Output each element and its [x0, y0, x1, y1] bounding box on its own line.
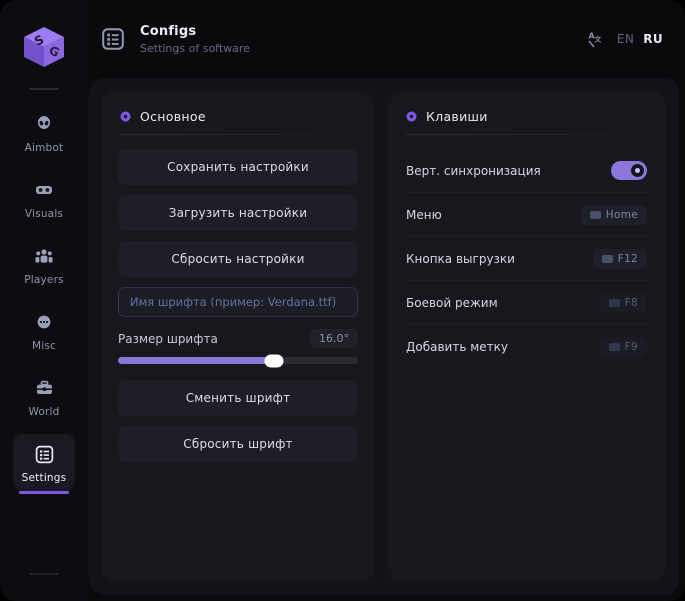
list-card-icon	[33, 443, 55, 465]
alien-icon	[33, 113, 55, 135]
people-icon	[33, 245, 55, 267]
lang-option-ru[interactable]: RU	[643, 32, 663, 46]
page-titles: Configs Settings of software	[140, 24, 250, 55]
key-value: F9	[624, 341, 638, 353]
sidebar-top-divider	[29, 88, 59, 90]
gear-icon	[120, 111, 131, 122]
add-marker-key-badge[interactable]: F9	[599, 337, 647, 357]
general-card-rule	[120, 134, 356, 135]
row-vsync: Верт. синхронизация	[404, 149, 649, 193]
page-header-icon	[98, 24, 128, 54]
menu-key-badge[interactable]: Home	[580, 204, 647, 225]
chat-dots-icon	[33, 311, 55, 333]
keys-card: Клавиши Верт. синхронизация Меню Home	[388, 92, 665, 581]
sidebar-item-misc[interactable]: Misc	[13, 302, 75, 359]
row-label: Боевой режим	[406, 295, 498, 310]
unload-key-badge[interactable]: F12	[592, 248, 647, 269]
briefcase-icon	[33, 377, 55, 399]
svg-text:文: 文	[595, 34, 603, 43]
row-label: Верт. синхронизация	[406, 163, 541, 178]
general-card: Основное Сохранить настройки Загрузить н…	[102, 92, 374, 581]
language-switcher: A 文 EN RU	[588, 29, 663, 49]
font-size-label: Размер шрифта	[118, 331, 218, 346]
font-size-slider-knob[interactable]	[264, 354, 284, 367]
lang-option-en[interactable]: EN	[616, 32, 635, 46]
key-value: Home	[605, 208, 638, 221]
content-panel: Основное Сохранить настройки Загрузить н…	[88, 78, 679, 595]
sidebar-item-world[interactable]: World	[13, 368, 75, 425]
sidebar-item-label: World	[28, 406, 60, 418]
sidebar-item-settings[interactable]: Settings	[13, 434, 75, 494]
main-area: Configs Settings of software A 文 EN RU	[88, 0, 685, 601]
general-card-header: Основное	[118, 106, 358, 134]
sidebar-item-aimbot[interactable]: Aimbot	[13, 104, 75, 161]
keys-card-rule	[406, 134, 647, 135]
keyboard-icon	[608, 298, 620, 307]
translate-icon[interactable]: A 文	[588, 29, 608, 49]
sidebar: S G Aimbot Visu	[0, 0, 88, 601]
sg-cube-logo-icon: S G	[24, 27, 64, 67]
sidebar-item-label: Aimbot	[24, 142, 64, 154]
key-value: F12	[617, 252, 638, 265]
keyboard-icon	[589, 210, 601, 219]
keys-card-title: Клавиши	[426, 109, 488, 124]
reset-settings-button[interactable]: Сбросить настройки	[118, 241, 358, 277]
svg-text:A: A	[589, 31, 596, 40]
row-label: Меню	[406, 207, 442, 222]
keyboard-icon	[608, 343, 620, 351]
page-title: Configs	[140, 23, 197, 39]
sidebar-item-label: Misc	[31, 340, 57, 352]
vsync-toggle[interactable]	[611, 161, 647, 180]
general-card-title: Основное	[140, 109, 206, 124]
change-font-button[interactable]: Сменить шрифт	[118, 380, 358, 416]
sidebar-item-players[interactable]: Players	[13, 236, 75, 293]
font-size-row: Размер шрифта 16.0°	[118, 329, 358, 348]
save-settings-button[interactable]: Сохранить настройки	[118, 149, 358, 185]
font-size-slider-fill	[118, 357, 274, 364]
font-size-slider[interactable]	[118, 354, 358, 367]
gear-icon	[406, 111, 417, 122]
sg-cube-logo[interactable]: S G	[15, 18, 73, 76]
keys-card-header: Клавиши	[404, 106, 649, 134]
row-combat-mode-key: Боевой режим F8	[404, 281, 649, 325]
sidebar-item-label: Settings	[21, 472, 67, 484]
key-value: F8	[624, 296, 638, 309]
font-name-input[interactable]	[118, 287, 358, 317]
font-size-value: 16.0°	[310, 329, 358, 348]
topbar: Configs Settings of software A 文 EN RU	[88, 0, 685, 78]
combat-mode-key-badge[interactable]: F8	[599, 292, 647, 313]
load-settings-button[interactable]: Загрузить настройки	[118, 195, 358, 231]
page-subtitle: Settings of software	[140, 41, 250, 55]
row-label: Добавить метку	[406, 340, 508, 354]
sidebar-item-label: Players	[24, 274, 64, 286]
reset-font-button[interactable]: Сбросить шрифт	[118, 426, 358, 462]
row-menu-key: Меню Home	[404, 193, 649, 237]
row-add-marker-key: Добавить метку F9	[404, 325, 649, 369]
toggle-knob	[631, 164, 644, 177]
keyboard-icon	[601, 254, 613, 263]
row-unload-key: Кнопка выгрузки F12	[404, 237, 649, 281]
sidebar-item-visuals[interactable]: Visuals	[13, 170, 75, 227]
goggles-icon	[33, 179, 55, 201]
sidebar-bottom-divider	[29, 573, 59, 575]
sidebar-item-label: Visuals	[24, 208, 64, 220]
row-label: Кнопка выгрузки	[406, 251, 515, 266]
